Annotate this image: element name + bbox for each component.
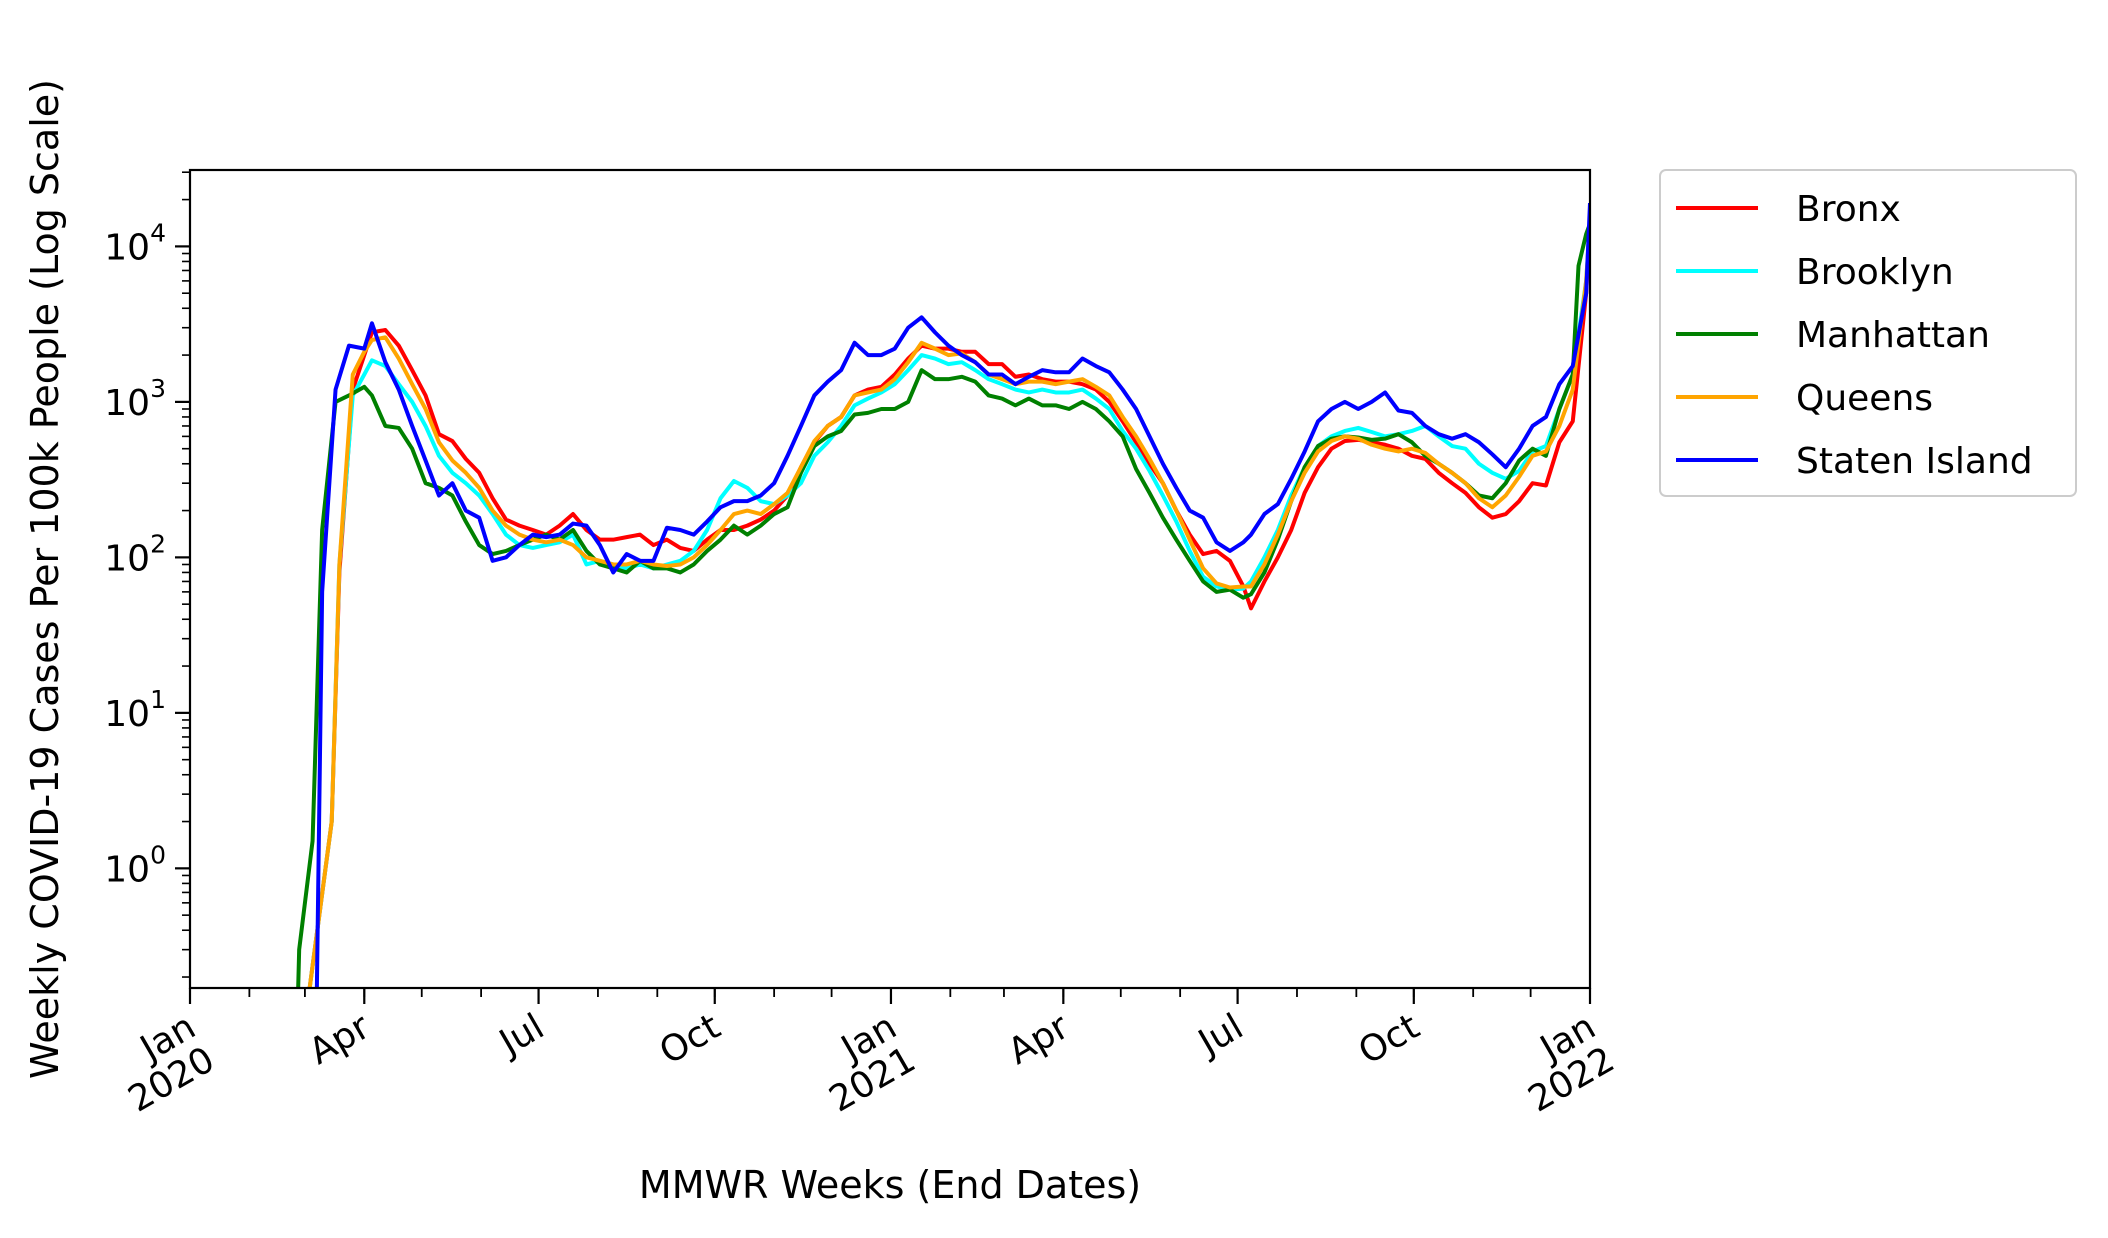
legend: Bronx Brooklyn Manhattan Queens Staten Islan… <box>1659 169 2077 497</box>
legend-label-staten-island: Staten Island <box>1796 441 2033 482</box>
x-tick-label: Jul <box>1190 1006 1250 1064</box>
plot-frame <box>188 168 1592 990</box>
x-tick-label-line: Apr <box>1001 1006 1076 1073</box>
legend-label-queens: Queens <box>1796 378 1933 419</box>
y-tick-label: 101 <box>104 685 166 735</box>
legend-label-brooklyn: Brooklyn <box>1796 252 1954 293</box>
x-tick-label-line: Oct <box>653 1006 727 1073</box>
y-tick-label: 100 <box>104 840 166 890</box>
x-tick-label: Jan2022 <box>1503 1006 1622 1120</box>
x-tick-label: Apr <box>1001 1006 1076 1073</box>
x-tick-label-line: Jul <box>491 1006 551 1064</box>
series-layer <box>296 202 1590 988</box>
x-tick-label: Apr <box>302 1006 377 1073</box>
x-tick-label: Oct <box>653 1006 727 1073</box>
series-line-manhattan <box>296 222 1590 988</box>
x-tick-label: Jan2020 <box>103 1006 222 1120</box>
legend-label-manhattan: Manhattan <box>1796 315 1990 356</box>
legend-label-bronx: Bronx <box>1796 189 1901 230</box>
y-axis-label: Weekly COVID-19 Cases Per 100k People (L… <box>23 79 67 1079</box>
series-line-queens <box>307 223 1590 988</box>
y-tick-label: 104 <box>104 218 166 268</box>
series-line-bronx <box>307 218 1590 988</box>
series-line-brooklyn <box>307 218 1590 988</box>
y-tick-label: 103 <box>104 374 166 424</box>
series-line-staten-island <box>314 202 1590 988</box>
legend-box <box>1659 169 2077 497</box>
x-tick-label-line: Apr <box>302 1006 377 1073</box>
x-axis: Jan2020 Apr Jul Oct Jan2021 Apr Jul Oct Jan2022 <box>103 988 1622 1121</box>
x-tick-label-line: Jul <box>1190 1006 1250 1064</box>
y-axis: 100 101 102 103 104 <box>104 171 190 978</box>
x-tick-label: Jan2021 <box>804 1006 923 1120</box>
x-axis-label: MMWR Weeks (End Dates) <box>639 1163 1141 1207</box>
x-tick-label: Oct <box>1352 1006 1426 1073</box>
x-tick-label-line: Oct <box>1352 1006 1426 1073</box>
y-tick-label: 102 <box>104 529 166 579</box>
x-tick-label: Jul <box>491 1006 551 1064</box>
